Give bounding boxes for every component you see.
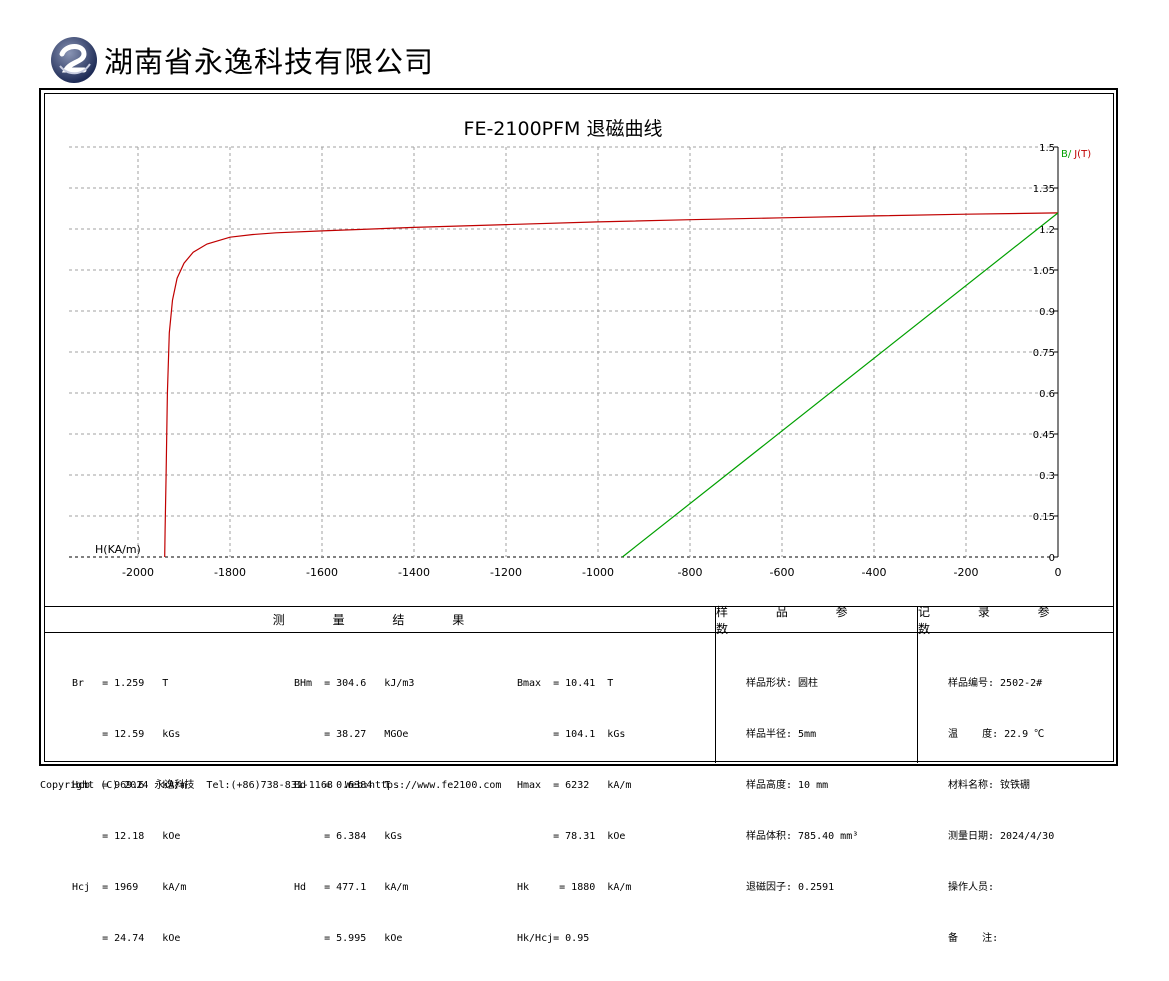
demag-chart: FE-2100PFM 退磁曲线 0 0.15 0.3 0.45 0.6 0.75 0.9 1.… (69, 118, 1091, 579)
sample-line: 退磁因子: 0.2591 (746, 882, 835, 893)
x-tick-label: -1800 (214, 566, 246, 579)
chart-title: FE-2100PFM 退磁曲线 (464, 118, 663, 140)
y-axis-ticks: 0 0.15 0.3 0.45 0.6 0.75 0.9 1.05 1.2 1.35 1.5 (1033, 143, 1058, 564)
x-tick-label: -1600 (306, 566, 338, 579)
y-axis-label-j: J(T) (1073, 149, 1091, 160)
x-tick-label: -200 (954, 566, 979, 579)
result-line: = 6.384 kGs (294, 831, 403, 842)
record-line: 备 注: (948, 933, 999, 944)
x-tick-label: -600 (770, 566, 795, 579)
result-line: = 104.1 kGs (517, 729, 626, 740)
sample-line: 样品形状: 圆柱 (746, 678, 819, 689)
sample-line: 样品体积: 785.40 mm³ (746, 831, 859, 842)
result-line: Bd = 0.6384 T (294, 780, 391, 791)
y-axis-label-b: B/ (1061, 149, 1072, 160)
result-line: Hmax = 6232 kA/m (517, 780, 632, 791)
company-logo-icon (51, 37, 97, 83)
results-col-3: Bmax = 10.41 T = 104.1 kGs Hmax = 6232 k… (517, 641, 631, 981)
record-line: 测量日期: 2024/4/30 (948, 831, 1055, 842)
y-tick-label: 1.2 (1039, 225, 1055, 236)
sample-params: 样品形状: 圆柱 样品半径: 5mm 样品高度: 10 mm 样品体积: 785… (746, 641, 858, 930)
results-col-1: Br = 1.259 T = 12.59 kGs Hcb = 969.6 kA/… (72, 641, 186, 981)
series-line-B (622, 212, 1059, 558)
record-params: 样品编号: 2502-2# 温 度: 22.9 ℃ 材料名称: 钕铁硼 测量日期… (948, 641, 1054, 981)
y-tick-label: 0.45 (1033, 430, 1055, 441)
footer-copyright: Copyright (C) 2024 永逸科技 Tel:(+86)738-831… (40, 780, 502, 791)
y-tick-label: 0.3 (1039, 471, 1055, 482)
x-tick-label: -1200 (490, 566, 522, 579)
measure-results-heading: 测 量 结 果 (44, 607, 715, 633)
result-line: = 78.31 kOe (517, 831, 626, 842)
y-tick-label: 0.6 (1039, 389, 1055, 400)
record-line: 温 度: 22.9 ℃ (948, 729, 1045, 740)
x-tick-label: 0 (1055, 566, 1062, 579)
report-frame (39, 88, 1118, 766)
x-tick-label: -1400 (398, 566, 430, 579)
chart-series (164, 212, 1059, 558)
x-axis-label: H(KA/m) (95, 543, 141, 556)
y-tick-label: 0.9 (1039, 307, 1055, 318)
company-name: 湖南省永逸科技有限公司 (104, 45, 435, 79)
chart-grid (69, 146, 1059, 558)
x-tick-label: -800 (678, 566, 703, 579)
report-inner-frame (44, 93, 1114, 762)
results-panel: 测 量 结 果 样 品 参 数 记 录 参 数 Br = 1.259 T = 1… (44, 605, 1114, 944)
result-line: = 5.995 kOe (294, 933, 403, 944)
y-tick-label: 0 (1049, 553, 1055, 564)
y-tick-label: 1.35 (1033, 184, 1055, 195)
y-tick-label: 0.15 (1033, 512, 1055, 523)
result-line: Hcb = 969.6 kA/m (72, 780, 187, 791)
y-tick-label: 0.75 (1033, 348, 1055, 359)
record-params-heading: 记 录 参 数 (918, 605, 1114, 636)
x-tick-label: -400 (862, 566, 887, 579)
result-line: Hk = 1880 kA/m (517, 882, 632, 893)
sample-line: 样品高度: 10 mm (746, 780, 829, 791)
result-line: Bmax = 10.41 T (517, 678, 614, 689)
record-line: 样品编号: 2502-2# (948, 678, 1043, 689)
sample-params-heading: 样 品 参 数 (716, 605, 917, 636)
result-line: Br = 1.259 T (72, 678, 169, 689)
x-axis-ticks: -2000 -1800 -1600 -1400 -1200 -1000 -800 -600 -4… (122, 566, 1061, 579)
result-line: BHm = 304.6 kJ/m3 (294, 678, 415, 689)
record-line: 操作人员: (948, 882, 995, 893)
series-line-J (164, 212, 1059, 558)
divider-1 (715, 607, 716, 763)
record-line: 材料名称: 钕铁硼 (948, 780, 1031, 791)
sample-line: 样品半径: 5mm (746, 729, 817, 740)
result-line: Hk/Hcj= 0.95 (517, 933, 590, 944)
result-line: Hcj = 1969 kA/m (72, 882, 187, 893)
y-tick-label: 1.5 (1039, 143, 1055, 154)
result-line: = 12.59 kGs (72, 729, 181, 740)
page-header: 湖南省永逸科技有限公司 (50, 36, 434, 84)
y-tick-label: 1.05 (1033, 266, 1055, 277)
y-axis-label: B/J(T) (1061, 149, 1091, 160)
x-tick-label: -1000 (582, 566, 614, 579)
result-line: = 38.27 MGOe (294, 729, 409, 740)
divider-2 (917, 607, 918, 763)
result-line: = 12.18 kOe (72, 831, 181, 842)
result-line: = 24.74 kOe (72, 933, 181, 944)
result-line: Hd = 477.1 kA/m (294, 882, 409, 893)
x-tick-label: -2000 (122, 566, 154, 579)
results-col-2: BHm = 304.6 kJ/m3 = 38.27 MGOe Bd = 0.63… (294, 641, 414, 981)
